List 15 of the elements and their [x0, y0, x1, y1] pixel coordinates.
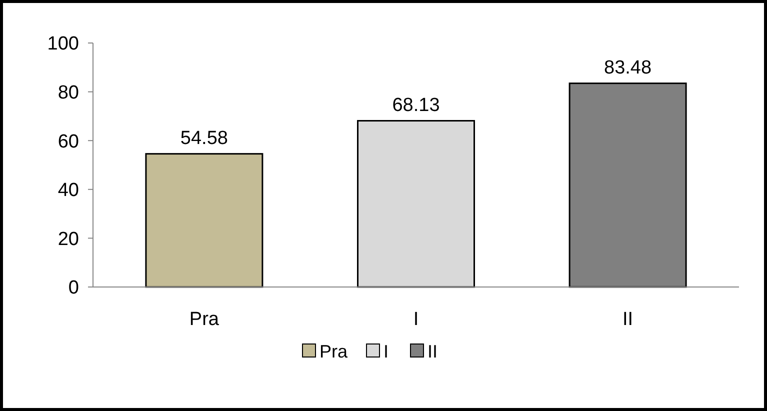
legend-label: II: [428, 341, 438, 362]
y-tick-label: 20: [58, 228, 79, 250]
y-tick-label: 0: [68, 278, 79, 299]
legend-label: Pra: [320, 341, 348, 362]
data-label: 83.48: [604, 57, 652, 78]
data-label: 68.13: [392, 94, 440, 116]
x-tick-label: Pra: [189, 309, 220, 330]
x-tick-label: II: [622, 309, 634, 330]
y-tick-label: 40: [58, 180, 79, 202]
legend-label: I: [384, 341, 389, 362]
data-label: 54.58: [180, 128, 228, 149]
x-tick-label: I: [413, 309, 419, 330]
y-tick-label: 100: [47, 34, 79, 55]
y-tick-label: 60: [58, 131, 79, 152]
y-tick-label: 80: [58, 82, 79, 104]
